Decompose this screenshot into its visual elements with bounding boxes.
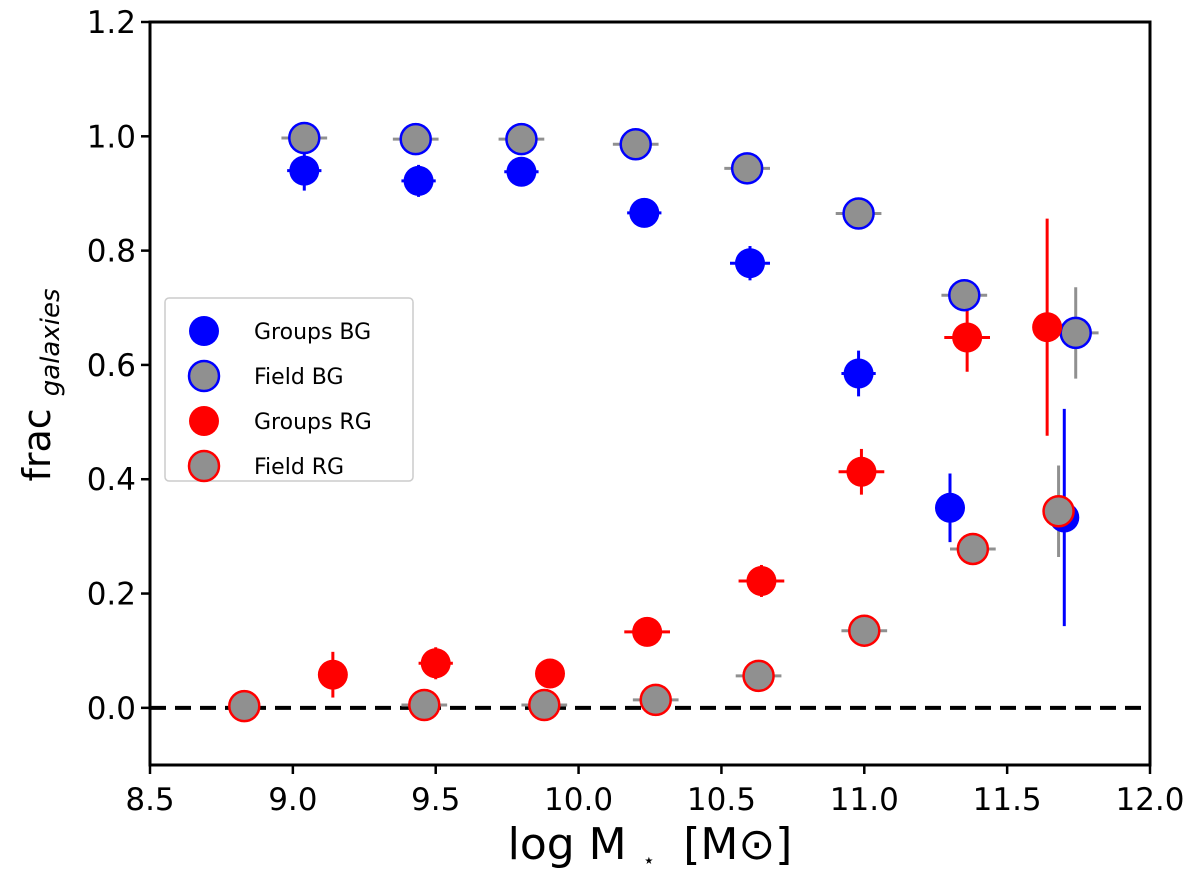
- field-rg-point: [848, 614, 881, 647]
- legend-marker-groups-rg: [189, 406, 219, 436]
- legend-marker-groups-bg: [189, 316, 219, 346]
- groups-bg-point: [843, 358, 874, 389]
- plot-frame: [148, 20, 1152, 767]
- groups-rg-point: [535, 658, 565, 689]
- groups-bg-point: [735, 248, 765, 279]
- field-rg-point: [408, 688, 441, 722]
- field-rg-point: [742, 659, 775, 693]
- groups-rg-point: [746, 565, 777, 596]
- x-tick-label: 10.0: [544, 782, 613, 818]
- x-tick-label: 9.5: [411, 782, 460, 818]
- legend-marker-field-bg: [187, 359, 221, 393]
- y-axis-title-main: frac: [15, 408, 59, 481]
- y-axis-title-subscript: galaxies: [36, 288, 66, 396]
- groups-bg-point: [506, 156, 537, 187]
- field-bg-point: [1059, 316, 1092, 350]
- legend-label-field-rg: Field RG: [254, 455, 344, 480]
- y-tick-label: 0.8: [87, 234, 136, 270]
- groups-bg-point: [935, 492, 965, 523]
- groups-rg-point: [420, 648, 451, 679]
- x-tick-label: 11.0: [830, 782, 899, 818]
- field-rg-point: [228, 689, 261, 723]
- y-tick-label: 0.0: [87, 691, 136, 727]
- legend-label-groups-rg: Groups RG: [254, 410, 372, 435]
- tick-layer: 8.5 9.0 9.5 10.0 10.5 11.0 11.5 12.0 0.0 0.2 0.4 0.…: [87, 5, 1185, 818]
- y-axis-title: frac galaxies: [15, 288, 66, 481]
- field-bg-point: [505, 122, 538, 156]
- x-tick-label: 12.0: [1115, 782, 1184, 818]
- field-bg-point: [948, 278, 981, 312]
- legend-marker-field-rg: [187, 449, 221, 483]
- groups-rg-point: [846, 456, 877, 487]
- x-tick-label: 8.5: [125, 782, 174, 818]
- field-bg-point: [288, 121, 321, 155]
- field-bg-point: [842, 197, 875, 230]
- groups-bg-point: [289, 155, 320, 186]
- field-bg-point: [399, 122, 432, 156]
- field-rg-point: [639, 683, 672, 717]
- legend-label-groups-bg: Groups BG: [254, 320, 371, 345]
- groups-rg-point: [317, 659, 348, 690]
- groups-rg-point: [1032, 312, 1063, 343]
- marker-layer: [228, 121, 1092, 723]
- groups-rg-point: [952, 322, 983, 353]
- x-axis-title-main: log M: [508, 819, 627, 870]
- x-tick-label: 11.5: [973, 782, 1042, 818]
- field-rg-point: [528, 688, 561, 722]
- field-bg-point: [730, 152, 764, 185]
- groups-rg-point: [632, 616, 663, 647]
- field-bg-point: [619, 128, 652, 161]
- x-axis-title-subscript: ⋆: [643, 848, 656, 872]
- x-tick-label: 9.0: [268, 782, 317, 818]
- field-rg-point: [956, 532, 990, 566]
- x-tick-label: 10.5: [687, 782, 756, 818]
- legend-frame: [164, 297, 414, 482]
- x-axis-title-unit: [M⊙]: [683, 819, 792, 870]
- y-tick-label: 0.4: [87, 462, 136, 498]
- field-rg-point: [1042, 494, 1075, 528]
- y-tick-label: 0.2: [87, 577, 136, 613]
- y-tick-label: 1.2: [87, 5, 136, 41]
- legend-label-field-bg: Field BG: [254, 365, 344, 390]
- y-tick-label: 0.6: [87, 348, 136, 384]
- groups-bg-point: [403, 165, 434, 196]
- x-axis-title: log M ⋆ [M⊙]: [508, 819, 793, 872]
- y-tick-label: 1.0: [87, 119, 136, 155]
- legend: Groups BG Field BG Groups RG Field RG: [164, 297, 414, 483]
- groups-bg-point: [629, 197, 660, 228]
